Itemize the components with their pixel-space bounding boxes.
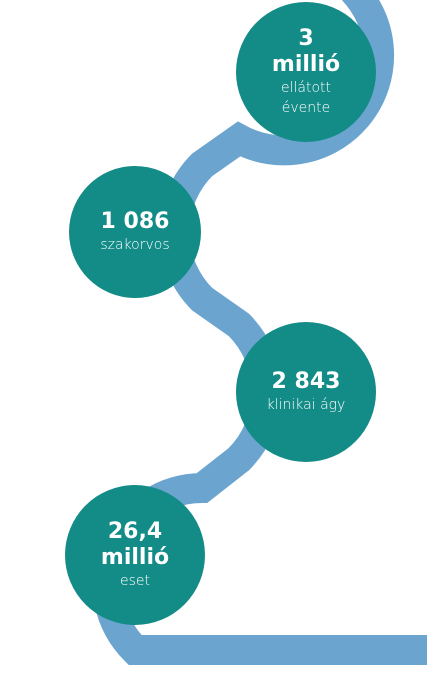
stat-label: eset [120,573,150,589]
stat-label: ellátott [281,80,331,96]
stat-circle [236,322,376,462]
stat-value: 2 843 [272,369,341,394]
stat-label: klinikai ágy [267,397,346,413]
stat-value: 26,4 [108,519,162,544]
stat-circle [236,2,376,142]
stat-value: millió [272,52,340,77]
stat-value: 3 [298,26,313,51]
stat-circle [69,166,201,298]
stat-label: évente [282,100,331,116]
stat-label: szakorvos [100,237,169,253]
stat-circle [65,485,205,625]
stat-value: 1 086 [101,209,170,234]
stat-value: millió [101,545,169,570]
